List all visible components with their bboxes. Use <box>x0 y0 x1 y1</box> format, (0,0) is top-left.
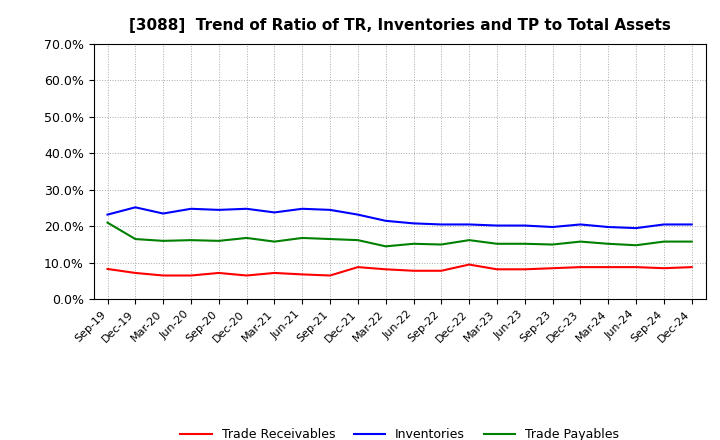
Inventories <box>437 222 446 227</box>
Trade Payables <box>325 236 334 242</box>
Trade Receivables <box>131 270 140 275</box>
Line: Trade Payables: Trade Payables <box>107 223 692 246</box>
Trade Receivables <box>437 268 446 273</box>
Trade Payables <box>576 239 585 244</box>
Inventories <box>631 225 640 231</box>
Inventories <box>186 206 195 212</box>
Trade Receivables <box>492 267 501 272</box>
Trade Receivables <box>325 273 334 278</box>
Inventories <box>576 222 585 227</box>
Trade Payables <box>549 242 557 247</box>
Trade Receivables <box>186 273 195 278</box>
Trade Receivables <box>660 266 668 271</box>
Inventories <box>242 206 251 212</box>
Trade Receivables <box>242 273 251 278</box>
Trade Payables <box>159 238 168 243</box>
Trade Payables <box>354 238 362 243</box>
Trade Payables <box>242 235 251 241</box>
Trade Payables <box>270 239 279 244</box>
Title: [3088]  Trend of Ratio of TR, Inventories and TP to Total Assets: [3088] Trend of Ratio of TR, Inventories… <box>129 18 670 33</box>
Inventories <box>325 207 334 213</box>
Inventories <box>604 224 613 230</box>
Trade Receivables <box>103 266 112 271</box>
Inventories <box>215 207 223 213</box>
Trade Payables <box>103 220 112 225</box>
Trade Payables <box>631 242 640 248</box>
Inventories <box>270 210 279 215</box>
Trade Payables <box>521 241 529 246</box>
Trade Receivables <box>159 273 168 278</box>
Inventories <box>660 222 668 227</box>
Trade Receivables <box>604 264 613 270</box>
Trade Receivables <box>688 264 696 270</box>
Trade Receivables <box>631 264 640 270</box>
Trade Payables <box>409 241 418 246</box>
Inventories <box>492 223 501 228</box>
Inventories <box>354 212 362 217</box>
Inventories <box>159 211 168 216</box>
Trade Payables <box>604 241 613 246</box>
Inventories <box>298 206 307 212</box>
Trade Receivables <box>521 267 529 272</box>
Trade Receivables <box>382 267 390 272</box>
Inventories <box>409 221 418 226</box>
Inventories <box>521 223 529 228</box>
Legend: Trade Receivables, Inventories, Trade Payables: Trade Receivables, Inventories, Trade Pa… <box>175 423 624 440</box>
Trade Payables <box>382 244 390 249</box>
Trade Payables <box>186 238 195 243</box>
Trade Receivables <box>465 262 474 267</box>
Trade Receivables <box>549 266 557 271</box>
Trade Payables <box>660 239 668 244</box>
Inventories <box>465 222 474 227</box>
Trade Payables <box>215 238 223 243</box>
Trade Receivables <box>215 270 223 275</box>
Trade Receivables <box>409 268 418 273</box>
Trade Receivables <box>270 270 279 275</box>
Trade Payables <box>465 238 474 243</box>
Inventories <box>131 205 140 210</box>
Trade Payables <box>492 241 501 246</box>
Trade Payables <box>298 235 307 241</box>
Inventories <box>382 218 390 224</box>
Trade Payables <box>131 236 140 242</box>
Inventories <box>549 224 557 230</box>
Line: Trade Receivables: Trade Receivables <box>107 264 692 275</box>
Inventories <box>688 222 696 227</box>
Inventories <box>103 212 112 217</box>
Trade Receivables <box>576 264 585 270</box>
Line: Inventories: Inventories <box>107 207 692 228</box>
Trade Payables <box>688 239 696 244</box>
Trade Receivables <box>354 264 362 270</box>
Trade Payables <box>437 242 446 247</box>
Trade Receivables <box>298 272 307 277</box>
